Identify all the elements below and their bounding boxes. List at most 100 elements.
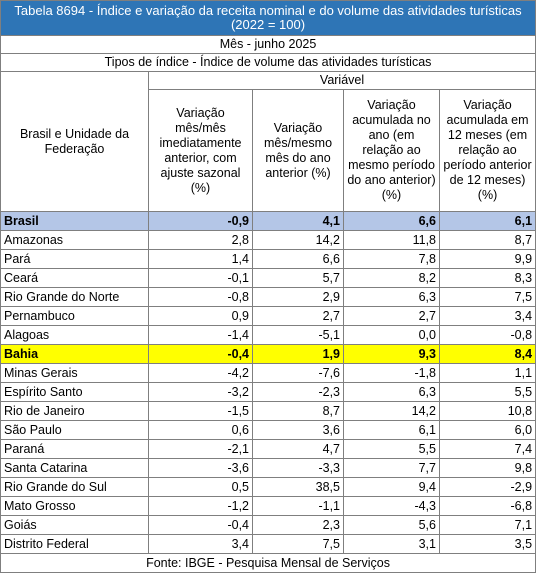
table-row: Paraná -2,1 4,7 5,5 7,4: [0, 439, 536, 459]
value-cell: -1,2: [148, 496, 253, 516]
value-cell: 10,8: [438, 401, 536, 421]
value-cell: 6,1: [438, 211, 536, 231]
column-header-12-months: Variação acumulada em 12 meses (em relaç…: [438, 89, 536, 212]
table-title: Tabela 8694 - Índice e variação da recei…: [0, 0, 536, 36]
table-row: Santa Catarina -3,6 -3,3 7,7 9,8: [0, 458, 536, 478]
value-cell: 3,6: [252, 420, 344, 440]
column-header-ytd: Variação acumulada no ano (em relação ao…: [343, 89, 440, 212]
region-name: Paraná: [0, 439, 149, 459]
value-cell: 0,0: [343, 325, 440, 345]
value-cell: 2,7: [252, 306, 344, 326]
value-cell: 6,0: [438, 420, 536, 440]
value-cell: 0,5: [148, 477, 253, 497]
value-cell: -2,9: [438, 477, 536, 497]
value-cell: 9,8: [438, 458, 536, 478]
value-cell: -4,2: [148, 363, 253, 383]
region-name: São Paulo: [0, 420, 149, 440]
region-name: Rio de Janeiro: [0, 401, 149, 421]
value-cell: -0,4: [148, 344, 253, 364]
value-cell: 8,4: [438, 344, 536, 364]
region-name: Rio Grande do Norte: [0, 287, 149, 307]
value-cell: 8,3: [438, 268, 536, 288]
region-name: Alagoas: [0, 325, 149, 345]
value-cell: 11,8: [343, 230, 440, 250]
region-header: Brasil e Unidade da Federação: [0, 71, 149, 212]
value-cell: 4,7: [252, 439, 344, 459]
value-cell: 3,5: [438, 534, 536, 554]
value-cell: 9,9: [438, 249, 536, 269]
value-cell: 7,5: [438, 287, 536, 307]
region-name: Brasil: [0, 211, 149, 231]
value-cell: 8,7: [252, 401, 344, 421]
value-cell: 5,5: [438, 382, 536, 402]
value-cell: 14,2: [343, 401, 440, 421]
value-cell: 7,8: [343, 249, 440, 269]
value-cell: -1,8: [343, 363, 440, 383]
value-cell: 38,5: [252, 477, 344, 497]
value-cell: 2,3: [252, 515, 344, 535]
region-name: Pará: [0, 249, 149, 269]
value-cell: -1,5: [148, 401, 253, 421]
table-row: Pernambuco 0,9 2,7 2,7 3,4: [0, 306, 536, 326]
value-cell: -1,1: [252, 496, 344, 516]
value-cell: 8,7: [438, 230, 536, 250]
column-header-yoy-month: Variação mês/mesmo mês do ano anterior (…: [252, 89, 344, 212]
value-cell: 7,4: [438, 439, 536, 459]
index-type-label: Tipos de índice - Índice de volume das a…: [0, 53, 536, 72]
value-cell: 14,2: [252, 230, 344, 250]
table-row: Goiás -0,4 2,3 5,6 7,1: [0, 515, 536, 535]
value-cell: -3,2: [148, 382, 253, 402]
value-cell: 2,9: [252, 287, 344, 307]
table-row: Rio Grande do Norte -0,8 2,9 6,3 7,5: [0, 287, 536, 307]
table-row: Brasil -0,9 4,1 6,6 6,1: [0, 211, 536, 231]
table-row: Rio Grande do Sul 0,5 38,5 9,4 -2,9: [0, 477, 536, 497]
value-cell: -0,8: [438, 325, 536, 345]
region-name: Bahia: [0, 344, 149, 364]
value-cell: 7,5: [252, 534, 344, 554]
value-cell: 5,7: [252, 268, 344, 288]
period-label: Mês - junho 2025: [0, 35, 536, 54]
region-name: Distrito Federal: [0, 534, 149, 554]
value-cell: 1,9: [252, 344, 344, 364]
value-cell: -4,3: [343, 496, 440, 516]
variable-header: Variável: [147, 71, 536, 90]
table-row: Rio de Janeiro -1,5 8,7 14,2 10,8: [0, 401, 536, 421]
value-cell: 6,1: [343, 420, 440, 440]
value-cell: -2,3: [252, 382, 344, 402]
value-cell: -1,4: [148, 325, 253, 345]
value-cell: 3,4: [438, 306, 536, 326]
table-row: Ceará -0,1 5,7 8,2 8,3: [0, 268, 536, 288]
value-cell: 6,6: [252, 249, 344, 269]
table-row: Mato Grosso -1,2 -1,1 -4,3 -6,8: [0, 496, 536, 516]
value-cell: 6,3: [343, 287, 440, 307]
value-cell: 5,5: [343, 439, 440, 459]
value-cell: 0,9: [148, 306, 253, 326]
value-cell: -5,1: [252, 325, 344, 345]
region-name: Santa Catarina: [0, 458, 149, 478]
value-cell: 2,7: [343, 306, 440, 326]
table-row: Distrito Federal 3,4 7,5 3,1 3,5: [0, 534, 536, 554]
region-name: Minas Gerais: [0, 363, 149, 383]
value-cell: -7,6: [252, 363, 344, 383]
region-name: Pernambuco: [0, 306, 149, 326]
value-cell: 2,8: [148, 230, 253, 250]
value-cell: 6,3: [343, 382, 440, 402]
value-cell: 9,4: [343, 477, 440, 497]
value-cell: 4,1: [252, 211, 344, 231]
value-cell: 0,6: [148, 420, 253, 440]
table-row: Pará 1,4 6,6 7,8 9,9: [0, 249, 536, 269]
value-cell: 7,1: [438, 515, 536, 535]
value-cell: 9,3: [343, 344, 440, 364]
region-name: Goiás: [0, 515, 149, 535]
value-cell: 3,1: [343, 534, 440, 554]
table-row: São Paulo 0,6 3,6 6,1 6,0: [0, 420, 536, 440]
value-cell: 5,6: [343, 515, 440, 535]
table-row: Alagoas -1,4 -5,1 0,0 -0,8: [0, 325, 536, 345]
value-cell: -3,6: [148, 458, 253, 478]
value-cell: 1,1: [438, 363, 536, 383]
region-name: Mato Grosso: [0, 496, 149, 516]
value-cell: -3,3: [252, 458, 344, 478]
table-row: Amazonas 2,8 14,2 11,8 8,7: [0, 230, 536, 250]
table-row: Espírito Santo -3,2 -2,3 6,3 5,5: [0, 382, 536, 402]
